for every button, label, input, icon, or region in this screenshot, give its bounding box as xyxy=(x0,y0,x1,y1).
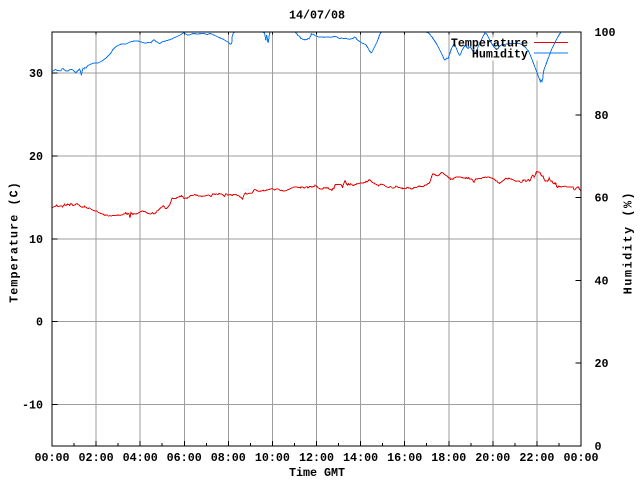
svg-text:60: 60 xyxy=(595,192,609,206)
svg-text:14:00: 14:00 xyxy=(343,451,378,465)
svg-text:00:00: 00:00 xyxy=(563,451,598,465)
svg-text:12:00: 12:00 xyxy=(299,451,334,465)
svg-text:10: 10 xyxy=(29,233,43,247)
svg-text:80: 80 xyxy=(595,109,609,123)
svg-text:-10: -10 xyxy=(22,398,43,412)
svg-text:04:00: 04:00 xyxy=(123,451,158,465)
svg-text:20:00: 20:00 xyxy=(475,451,510,465)
svg-text:00:00: 00:00 xyxy=(34,451,69,465)
svg-text:Temperature (C): Temperature (C) xyxy=(8,181,22,303)
svg-text:0: 0 xyxy=(36,316,43,330)
svg-text:20: 20 xyxy=(29,150,43,164)
svg-text:14/07/08: 14/07/08 xyxy=(289,9,345,23)
svg-text:16:00: 16:00 xyxy=(387,451,422,465)
svg-text:Humidity (%): Humidity (%) xyxy=(621,191,635,294)
svg-text:Temperature: Temperature xyxy=(451,37,528,51)
svg-text:100: 100 xyxy=(595,26,616,40)
svg-text:Humidity: Humidity xyxy=(472,47,528,61)
svg-text:40: 40 xyxy=(595,274,609,288)
svg-text:0: 0 xyxy=(595,440,602,454)
svg-text:02:00: 02:00 xyxy=(79,451,114,465)
svg-text:06:00: 06:00 xyxy=(167,451,202,465)
svg-text:Time GMT: Time GMT xyxy=(289,466,345,480)
svg-text:30: 30 xyxy=(29,67,43,81)
svg-text:22:00: 22:00 xyxy=(519,451,554,465)
svg-text:20: 20 xyxy=(595,357,609,371)
svg-text:10:00: 10:00 xyxy=(255,451,290,465)
svg-text:08:00: 08:00 xyxy=(211,451,246,465)
svg-text:18:00: 18:00 xyxy=(431,451,466,465)
